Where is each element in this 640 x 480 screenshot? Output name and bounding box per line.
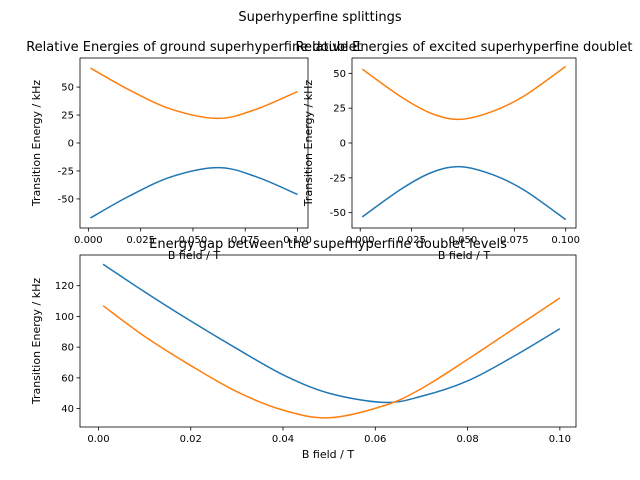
figure-suptitle: Superhyperfine splittings — [238, 10, 401, 25]
y-tick-label: 80 — [61, 343, 74, 354]
series-line-2 — [361, 65, 567, 121]
x-tick-label: 0.100 — [551, 235, 580, 246]
x-tick-label: 0.02 — [180, 434, 202, 445]
x-tick-label: 0.08 — [456, 434, 478, 445]
y-tick-label: 25 — [333, 104, 346, 115]
y-tick-label: -50 — [58, 194, 74, 205]
y-tick-label: 0 — [340, 139, 346, 150]
y-tick-label: 50 — [333, 69, 346, 80]
x-tick-label: 0.075 — [500, 235, 529, 246]
axes-frame — [79, 254, 577, 428]
series-line-1 — [90, 166, 298, 219]
axes-frame — [79, 57, 309, 229]
x-axis-label: B field / T — [302, 448, 354, 461]
subplot-title: Energy gap between the superhyperfine do… — [149, 237, 507, 252]
subplot-title: Relative Energies of ground superhyperfi… — [26, 40, 362, 55]
x-tick-label: 0.075 — [231, 235, 260, 246]
x-tick-label: 0.06 — [364, 434, 386, 445]
series-line-1 — [102, 263, 561, 404]
x-tick-label: 0.050 — [449, 235, 478, 246]
y-axis-label: Transition Energy / kHz — [30, 278, 43, 406]
y-tick-label: 25 — [61, 111, 74, 122]
subplot-title: Relative Energies of excited superhyperf… — [296, 40, 633, 55]
y-tick-label: 50 — [61, 83, 74, 94]
y-tick-label: 0 — [68, 139, 74, 150]
y-tick-label: 40 — [61, 404, 74, 415]
x-tick-label: 0.10 — [549, 434, 571, 445]
series-line-2 — [90, 67, 298, 120]
series-line-1 — [361, 165, 567, 221]
x-axis-label: B field / T — [438, 249, 490, 262]
y-tick-label: 100 — [55, 312, 74, 323]
y-tick-label: -25 — [58, 166, 74, 177]
y-axis-label: Transition Energy / kHz — [30, 80, 43, 208]
y-tick-label: -50 — [330, 208, 346, 219]
x-tick-label: 0.00 — [87, 434, 109, 445]
x-tick-label: 0.025 — [126, 235, 155, 246]
subplot-excited-doublet: 0.000 0.025 0.050 0.075 0.100 -50 -25 0 25 50 B fi… — [296, 40, 633, 262]
x-axis-label: B field / T — [168, 249, 220, 262]
subplot-energy-gap: 0.00 0.02 0.04 0.06 0.08 0.10 40 60 80 100 120 B fi… — [30, 237, 577, 461]
y-tick-label: 120 — [55, 281, 74, 292]
x-tick-label: 0.04 — [272, 434, 294, 445]
y-axis-label: Transition Energy / kHz — [302, 80, 315, 208]
x-tick-label: 0.050 — [179, 235, 208, 246]
y-tick-label: -25 — [330, 173, 346, 184]
x-tick-label: 0.000 — [74, 235, 103, 246]
x-tick-label: 0.000 — [346, 235, 375, 246]
x-tick-label: 0.100 — [283, 235, 312, 246]
subplot-ground-doublet: 0.000 0.025 0.050 0.075 0.100 -50 -25 0 25 50 B fi… — [26, 40, 362, 262]
series-line-2 — [102, 297, 561, 419]
x-tick-label: 0.025 — [397, 235, 426, 246]
y-tick-label: 60 — [61, 373, 74, 384]
